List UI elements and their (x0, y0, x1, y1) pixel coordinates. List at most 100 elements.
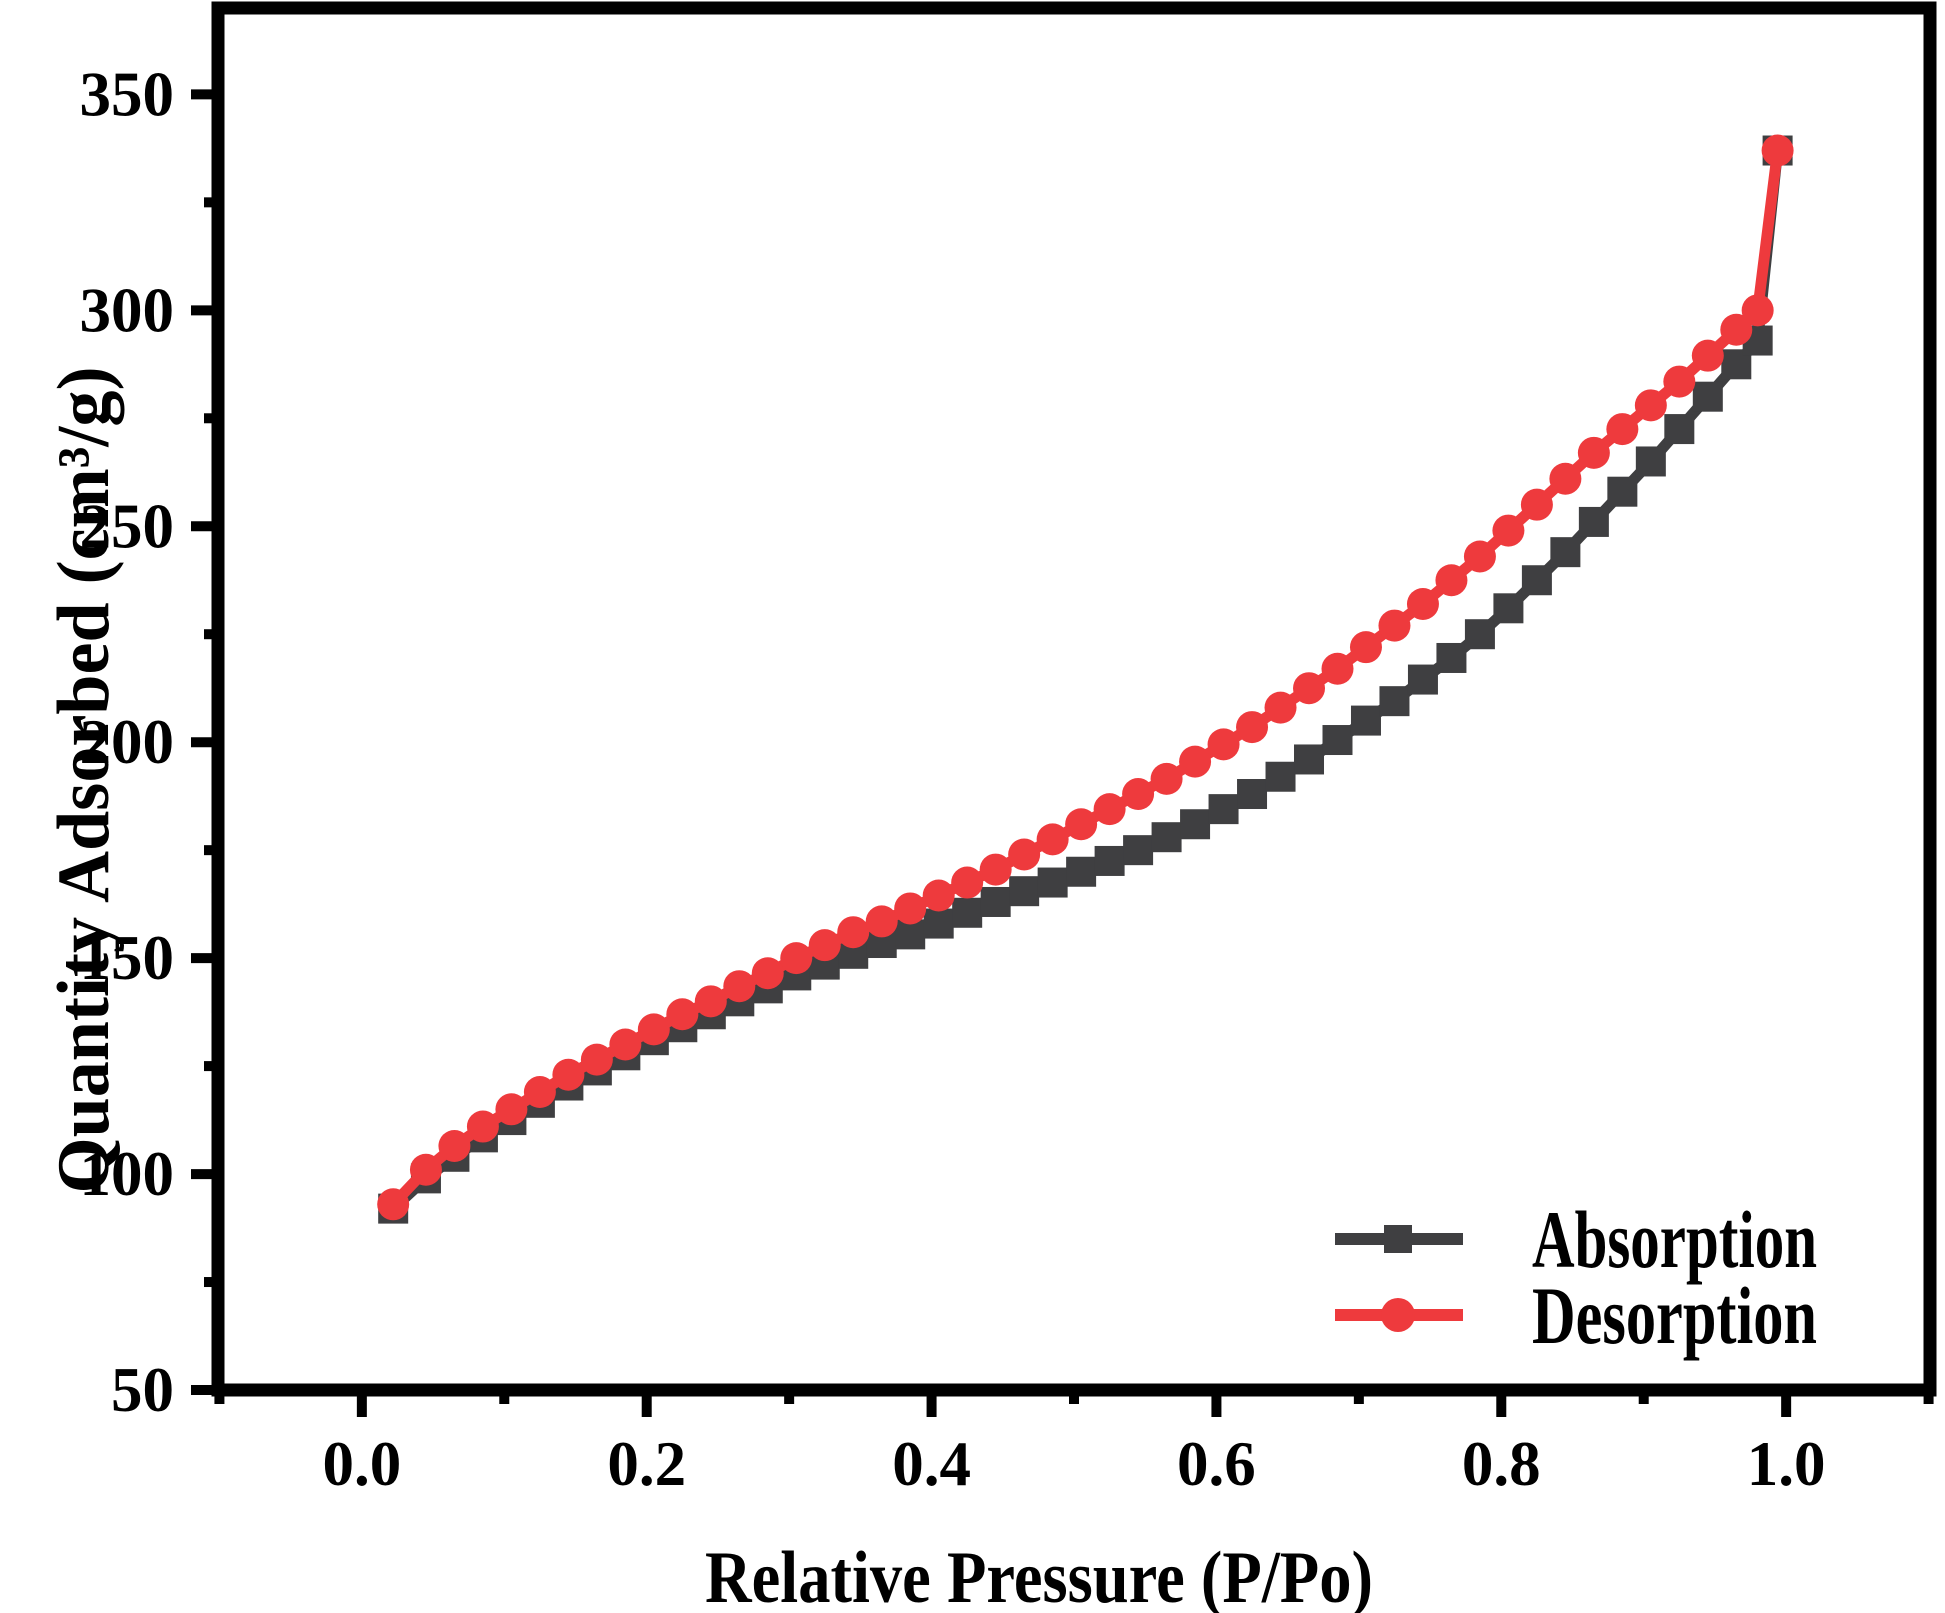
marker-circle (979, 853, 1012, 886)
x-tick-label: 0.8 (1462, 1429, 1541, 1499)
y-tick-label: 100 (80, 1139, 175, 1209)
x-tick-label: 0.0 (322, 1429, 401, 1499)
marker-circle (951, 866, 984, 899)
marker-circle (609, 1028, 642, 1061)
marker-square (1493, 593, 1524, 624)
marker-square (1664, 414, 1695, 445)
marker-square (1578, 506, 1609, 537)
marker-circle (1406, 587, 1439, 620)
y-axis-title: Quantity Adsorbed (cm³/g) (43, 367, 125, 1194)
y-tick-label: 250 (80, 491, 175, 561)
marker-square (1521, 565, 1552, 596)
marker-circle (1378, 609, 1411, 642)
x-tick-label: 0.4 (892, 1429, 971, 1499)
marker-circle (495, 1093, 528, 1126)
marker-circle (922, 879, 955, 912)
marker-square (1151, 822, 1182, 853)
marker-circle (1264, 691, 1297, 724)
marker-circle (1606, 413, 1639, 446)
legend-label-desorption: Desorption (1532, 1270, 1817, 1361)
marker-circle (637, 1013, 670, 1046)
marker-square (1294, 744, 1325, 775)
marker-circle (552, 1058, 585, 1091)
marker-square (1123, 835, 1154, 866)
y-tick-label: 150 (80, 923, 175, 993)
marker-square (1265, 761, 1296, 792)
marker-circle (1720, 313, 1753, 346)
marker-circle (894, 892, 927, 925)
marker-circle (1577, 436, 1610, 469)
marker-circle (409, 1153, 442, 1186)
marker-circle (1293, 672, 1326, 705)
marker-square (1379, 686, 1410, 717)
x-axis-title: Relative Pressure (P/Po) (705, 1537, 1373, 1613)
marker-square (1350, 705, 1381, 736)
marker-circle (1435, 564, 1468, 597)
marker-circle (1663, 365, 1696, 398)
y-tick-label: 350 (80, 59, 175, 129)
x-tick-label: 0.6 (1177, 1429, 1256, 1499)
marker-square (1550, 537, 1581, 568)
marker-square (1066, 856, 1097, 887)
marker-square (1436, 642, 1467, 673)
legend-label-absorption: Absorption (1532, 1194, 1817, 1285)
marker-circle (1761, 134, 1794, 167)
x-tick-label: 0.2 (607, 1429, 686, 1499)
marker-circle (1065, 808, 1098, 841)
marker-square (1607, 476, 1638, 507)
plot-frame (211, 1, 1937, 1397)
marker-circle (1691, 339, 1724, 372)
legend-marker-circle (1381, 1298, 1415, 1332)
marker-circle (1179, 745, 1212, 778)
marker-square (923, 908, 954, 939)
marker-circle (1520, 488, 1553, 521)
marker-circle (1349, 631, 1382, 664)
y-tick-label: 50 (111, 1355, 174, 1425)
marker-square (1037, 867, 1068, 898)
marker-circle (377, 1188, 410, 1221)
y-tick-label: 300 (80, 275, 175, 345)
marker-square (1407, 664, 1438, 695)
marker-square (1322, 725, 1353, 756)
marker-circle (1008, 838, 1041, 871)
marker-square (1464, 619, 1495, 650)
x-tick-label: 1.0 (1747, 1429, 1826, 1499)
marker-circle (751, 957, 784, 990)
marker-circle (1036, 823, 1069, 856)
marker-circle (780, 942, 813, 975)
marker-circle (1122, 778, 1155, 811)
marker-square (1180, 809, 1211, 840)
marker-circle (466, 1110, 499, 1143)
marker-circle (694, 985, 727, 1018)
marker-circle (723, 970, 756, 1003)
marker-circle (1741, 294, 1774, 327)
marker-circle (1236, 711, 1269, 744)
marker-square (1009, 876, 1040, 907)
marker-circle (1207, 728, 1240, 761)
marker-circle (1549, 462, 1582, 495)
marker-circle (1463, 540, 1496, 573)
marker-square (1094, 845, 1125, 876)
marker-circle (1093, 793, 1126, 826)
marker-square (952, 897, 983, 928)
y-tick-label: 200 (80, 707, 175, 777)
marker-square (1635, 446, 1666, 477)
marker-circle (438, 1129, 471, 1162)
marker-circle (808, 929, 841, 962)
marker-circle (580, 1043, 613, 1076)
marker-circle (1634, 389, 1667, 422)
marker-circle (666, 998, 699, 1031)
marker-square (980, 886, 1011, 917)
marker-square (1208, 794, 1239, 825)
marker-circle (1321, 652, 1354, 685)
legend-marker-square (1384, 1225, 1412, 1253)
marker-square (1692, 381, 1723, 412)
marker-circle (1492, 514, 1525, 547)
marker-square (1237, 779, 1268, 810)
marker-circle (1150, 762, 1183, 795)
marker-circle (837, 916, 870, 949)
marker-circle (865, 905, 898, 938)
marker-circle (523, 1076, 556, 1109)
